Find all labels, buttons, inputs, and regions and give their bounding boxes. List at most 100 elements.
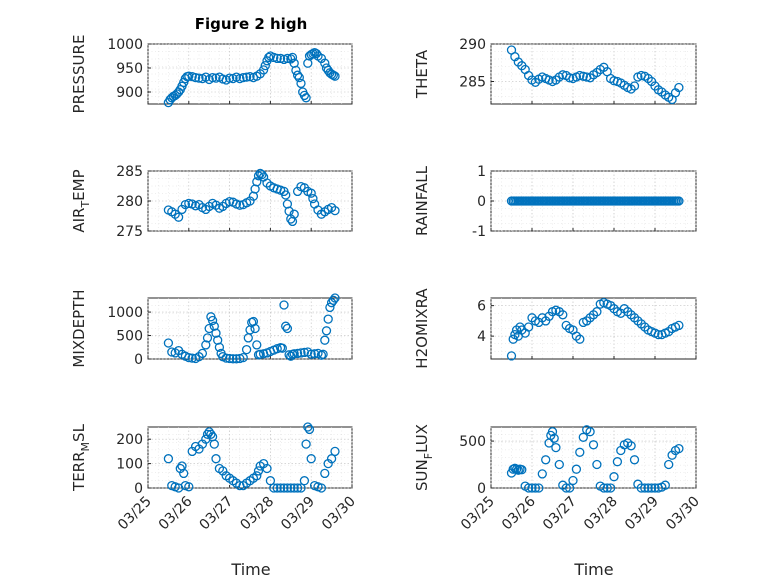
data-point — [626, 441, 636, 451]
data-point — [674, 196, 684, 206]
x-tick-label: 03/28 — [581, 494, 621, 534]
data-point — [320, 468, 330, 479]
data-point — [279, 300, 289, 310]
data-point — [330, 205, 340, 216]
data-point — [286, 483, 296, 493]
data-point — [275, 483, 286, 493]
data-point — [255, 349, 265, 359]
data-point — [296, 78, 306, 89]
data-point — [184, 482, 194, 492]
data-point — [301, 93, 311, 103]
data-point — [592, 459, 602, 470]
data-point — [301, 439, 311, 449]
data-point — [561, 483, 571, 493]
data-point — [306, 188, 316, 198]
data-point — [179, 468, 189, 479]
y-tick-label: 285 — [116, 164, 143, 180]
x-tick-label: 03/29 — [278, 494, 318, 534]
x-tick-label: 03/26 — [156, 493, 196, 533]
data-point — [252, 340, 262, 350]
x-tick-label: 03/28 — [237, 494, 277, 534]
data-point — [294, 72, 304, 83]
data-point — [187, 353, 197, 363]
data-point — [513, 465, 523, 475]
data-point — [547, 427, 558, 437]
y-axis-label: PRESSURE — [70, 35, 88, 114]
subplot-rainfall: -1 0 1 RAINFALL — [413, 164, 697, 240]
data-point — [306, 349, 316, 359]
data-point — [253, 466, 264, 476]
data-point — [523, 322, 534, 332]
data-point — [282, 53, 293, 64]
data-point — [272, 53, 282, 64]
data-point — [184, 71, 194, 81]
data-point — [609, 472, 619, 482]
y-tick-label: 1000 — [107, 37, 143, 53]
data-point — [265, 476, 276, 486]
y-tick-label: 900 — [116, 85, 143, 101]
y-tick-label: 0 — [477, 194, 486, 210]
data-point — [558, 310, 568, 320]
y-tick-label: 6 — [477, 299, 486, 315]
data-point — [575, 70, 585, 81]
data-point — [281, 190, 291, 200]
data-point — [292, 348, 303, 359]
data-point — [564, 483, 575, 493]
data-point — [511, 464, 522, 474]
data-point — [296, 483, 306, 493]
data-point — [612, 457, 623, 467]
data-point — [163, 454, 174, 464]
data-point — [568, 475, 578, 486]
x-tick-label: 03/29 — [622, 494, 662, 534]
subplot-pressure: 900 950 1000 PRESSURE — [70, 35, 353, 114]
data-point — [306, 454, 316, 464]
x-axis-label-right: Time — [573, 560, 613, 579]
y-axis-label: AIRTEMP — [70, 169, 92, 232]
data-point — [578, 432, 588, 442]
data-point — [173, 212, 184, 222]
x-tick-label: 03/30 — [663, 494, 703, 534]
y-tick-label: 285 — [459, 75, 486, 91]
subplot-theta: 285 290 THETA — [413, 37, 697, 105]
y-axis-label: H2OMIXRA — [413, 288, 431, 369]
data-point — [163, 338, 174, 348]
x-tick-label: 03/30 — [319, 494, 359, 534]
data-point — [224, 353, 235, 364]
data-point — [224, 73, 235, 83]
y-tick-label: -1 — [472, 224, 486, 240]
x-tick-label: 03/27 — [197, 494, 237, 534]
data-point — [299, 476, 310, 486]
subplot-mixdepth: 0 500 1000 MIXDEPTH — [70, 289, 353, 368]
data-point — [209, 321, 219, 331]
data-point — [260, 60, 270, 71]
y-axis-label: MIXDEPTH — [70, 289, 88, 367]
data-point — [281, 321, 291, 331]
data-point — [674, 82, 684, 93]
data-point — [530, 483, 541, 493]
data-point — [304, 424, 315, 435]
data-point — [326, 454, 337, 464]
data-point — [250, 323, 260, 334]
data-point — [282, 323, 293, 334]
data-point — [311, 48, 321, 59]
data-point — [330, 293, 340, 303]
data-point — [551, 442, 561, 453]
y-axis-label: SUNFLUX — [413, 424, 435, 491]
data-point — [653, 329, 664, 340]
data-point — [292, 483, 303, 493]
data-point — [316, 483, 327, 493]
data-point — [241, 72, 252, 82]
data-point — [194, 73, 204, 83]
data-point — [284, 350, 294, 360]
data-point — [549, 433, 559, 443]
y-tick-label: 1 — [477, 164, 486, 180]
y-axis-label: RAINFALL — [413, 165, 431, 236]
figure-title: Figure 2 high — [195, 15, 308, 33]
data-point — [564, 73, 575, 83]
data-point — [252, 471, 262, 481]
data-point — [629, 81, 640, 91]
data-point — [523, 483, 534, 493]
data-point — [517, 465, 527, 475]
data-point — [308, 48, 318, 59]
